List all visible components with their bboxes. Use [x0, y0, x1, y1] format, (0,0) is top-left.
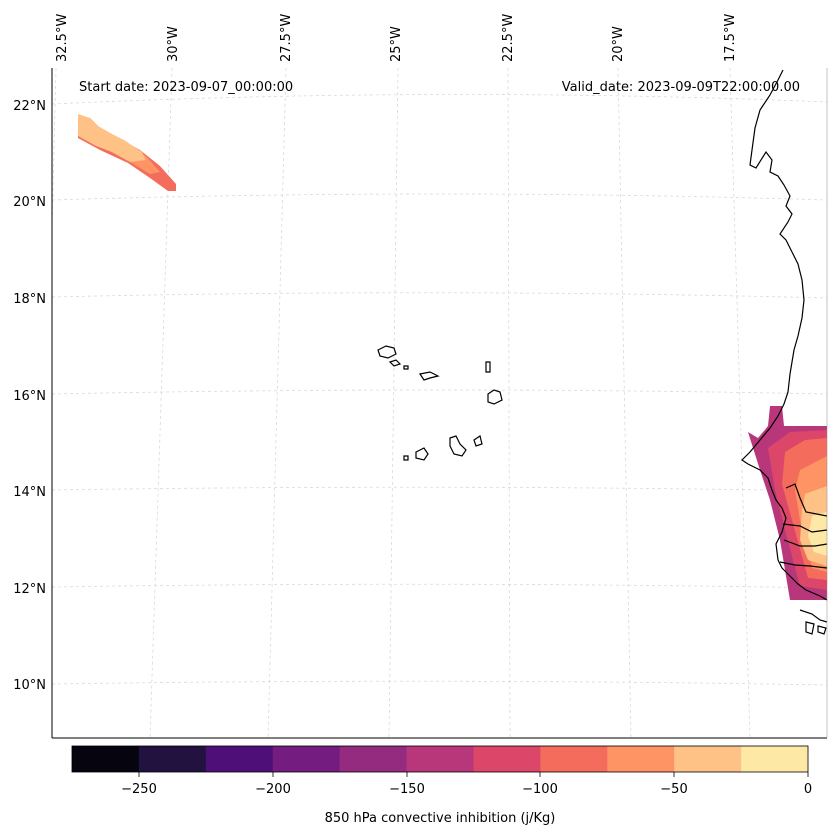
lat-label-10n: 10°N	[13, 678, 46, 693]
gambia-north	[782, 523, 828, 533]
colorbar-tick-label: −250	[121, 782, 157, 797]
colorbar-swatches	[72, 746, 809, 772]
valid-date-label: Valid_date: 2023-09-09T22:00:00.00	[562, 80, 800, 95]
meridian-17-5w	[729, 67, 751, 739]
meridian-22-5w	[507, 67, 511, 739]
colorbar-title: 850 hPa convective inhibition (j/Kg)	[325, 811, 556, 826]
island-brava	[403, 455, 409, 461]
lon-label-27-5w: 27.5°W	[279, 14, 294, 62]
island-maio	[473, 435, 483, 447]
lon-label-17-5w: 17.5°W	[723, 14, 738, 62]
lat-label-22n: 22°N	[13, 99, 46, 114]
island-fogo	[415, 447, 429, 461]
lat-label-16n: 16°N	[13, 389, 46, 404]
colorbar-swatch	[406, 746, 474, 772]
island-boa-vista	[487, 389, 503, 405]
lat-labels: 22°N 20°N 18°N 16°N 14°N 12°N 10°N	[13, 99, 46, 693]
colorbar-outline	[71, 745, 809, 773]
island-sao-nicolau	[419, 371, 440, 381]
colorbar-swatch	[272, 746, 341, 772]
island-sal	[485, 361, 491, 373]
colorbar-swatch	[205, 746, 274, 772]
colorbar-swatch	[72, 746, 140, 772]
colorbar-tick-label: −50	[660, 782, 687, 797]
senegal-border	[785, 483, 828, 517]
colorbar-swatch	[607, 746, 675, 772]
lon-label-30w: 30°W	[166, 26, 181, 62]
cin-band-peach	[78, 114, 146, 162]
colorbar-ticks	[138, 772, 809, 777]
parallel-10n	[51, 680, 828, 686]
colorbar-tick-label: −200	[255, 782, 291, 797]
lat-label-12n: 12°N	[13, 582, 46, 597]
island-santa-luzia	[403, 365, 409, 370]
guinea-coast	[799, 609, 828, 623]
colorbar-swatch	[339, 746, 408, 772]
lon-label-20w: 20°W	[611, 26, 626, 62]
lat-label-14n: 14°N	[13, 485, 46, 500]
island-santo-antao	[377, 345, 397, 359]
lat-label-20n: 20°N	[13, 195, 46, 210]
colorbar-swatch	[741, 746, 809, 772]
meridian-25w	[388, 67, 399, 739]
bissau-islands	[805, 621, 827, 635]
parallel-12n	[51, 583, 828, 589]
island-sao-vicente	[388, 359, 402, 367]
parallel-18n	[51, 292, 828, 299]
colorbar-swatch	[473, 746, 541, 772]
gambia-south	[783, 539, 828, 547]
cin-fill-northwest	[78, 114, 176, 191]
parallel-14n	[51, 486, 828, 492]
meridian-20w	[617, 67, 632, 739]
colorbar-swatch	[674, 746, 742, 772]
island-santiago	[449, 435, 467, 457]
graticule	[51, 67, 828, 739]
meridian-27-5w	[267, 67, 287, 739]
coastlines	[377, 69, 828, 635]
colorbar-tick-label: −150	[389, 782, 425, 797]
start-date-label: Start date: 2023-09-07_00:00:00	[79, 80, 293, 95]
lat-label-18n: 18°N	[13, 292, 46, 307]
guinea-bissau-border	[779, 561, 828, 569]
colorbar: −250 −200 −150 −100 −50 0 850 hPa convec…	[71, 745, 812, 826]
africa-coastline	[741, 69, 828, 601]
lon-label-25w: 25°W	[389, 26, 404, 62]
lon-label-32-5w: 32.5°W	[55, 14, 70, 62]
parallel-22n	[51, 94, 828, 105]
meridian-30w	[149, 67, 173, 739]
colorbar-tick-label: −100	[522, 782, 558, 797]
map-frame	[51, 68, 828, 739]
colorbar-swatch	[138, 746, 207, 772]
lon-labels: 32.5°W 30°W 27.5°W 25°W 22.5°W 20°W 17.5…	[55, 14, 738, 62]
map-area	[52, 68, 827, 738]
lon-label-22-5w: 22.5°W	[501, 14, 516, 62]
parallel-16n	[51, 389, 828, 395]
colorbar-swatch	[540, 746, 608, 772]
colorbar-tick-label: 0	[804, 782, 812, 797]
parallel-20n	[51, 193, 828, 201]
